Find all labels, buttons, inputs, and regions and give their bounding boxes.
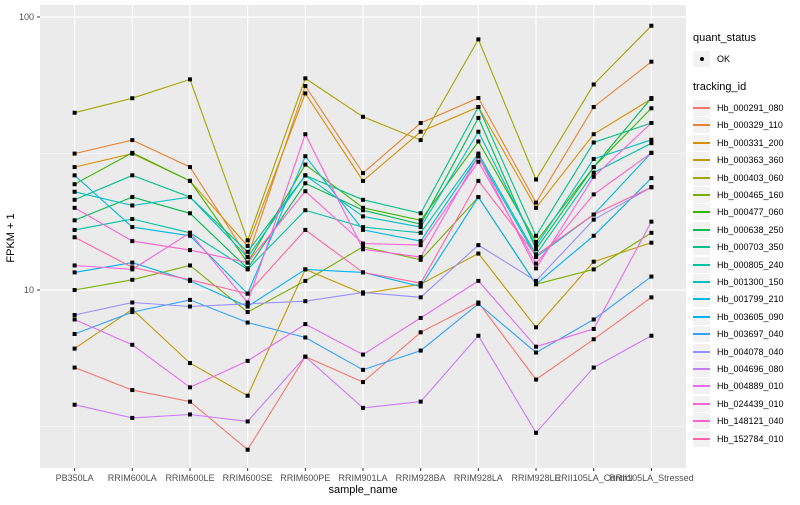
legend-item-label: Hb_004696_080 (717, 363, 784, 374)
legend-item-label: Hb_001300_150 (717, 276, 784, 287)
line-key-icon (693, 378, 710, 395)
legend-item-label: Hb_000363_360 (717, 155, 784, 166)
legend-item-label: Hb_004078_040 (717, 346, 784, 357)
legend-item-label: Hb_000638_250 (717, 224, 784, 235)
line-key-icon (693, 326, 710, 343)
legend-item: Hb_000805_240 (693, 256, 799, 273)
legend-item-label: Hb_000291_080 (717, 103, 784, 114)
line-key-icon (693, 100, 710, 117)
x-tick-label: RRIM928LE (512, 473, 561, 483)
x-tick-label: RRII105LA_Control (555, 473, 633, 483)
point-key-icon (693, 50, 710, 67)
legend-item: Hb_000403_060 (693, 169, 799, 186)
line-key-icon (693, 117, 710, 134)
line-key-icon (693, 239, 710, 256)
legend-item-ok: OK (693, 50, 799, 67)
legend-item-label: Hb_152784_010 (717, 433, 784, 444)
legend-item-label: Hb_000403_060 (717, 172, 784, 183)
legend-tracking-id-title: tracking_id (693, 81, 747, 94)
x-axis-title: sample_name (328, 484, 397, 496)
legend-item-label: OK (717, 53, 731, 64)
x-tick-label: RRII105LA_Stressed (609, 473, 694, 483)
line-key-icon (693, 134, 710, 151)
legend-item: Hb_001799_210 (693, 291, 799, 308)
legend-item-label: Hb_004889_010 (717, 381, 784, 392)
legend-item: Hb_004078_040 (693, 343, 799, 360)
legend-item-label: Hb_148121_040 (717, 416, 784, 427)
legend-item-label: Hb_000465_160 (717, 190, 784, 201)
line-key-icon (693, 291, 710, 308)
legend-item-label: Hb_000703_350 (717, 242, 784, 253)
legend-quant-status-title: quant_status (693, 32, 756, 44)
legend-item: Hb_000363_360 (693, 152, 799, 169)
line-key-icon (693, 413, 710, 430)
y-axis-title: FPKM + 1 (5, 213, 17, 262)
x-tick-label: RRIM600LE (165, 473, 214, 483)
x-tick-label: RRIM600LA (108, 473, 157, 483)
y-tick-label: 10 (24, 285, 34, 295)
legend-item: Hb_000703_350 (693, 239, 799, 256)
x-tick-label: RRIM901LA (338, 473, 387, 483)
line-key-icon (693, 187, 710, 204)
legend-item: Hb_000291_080 (693, 99, 799, 117)
line-key-icon (693, 204, 710, 221)
legend-item: Hb_004696_080 (693, 360, 799, 377)
legend-item-label: Hb_001799_210 (717, 294, 784, 305)
x-tick-label: PB350LA (56, 473, 94, 483)
legend-tracking-id: tracking_id Hb_000291_080 Hb_000329_110 Hb… (693, 81, 799, 447)
line-key-icon (693, 308, 710, 325)
legend-item: Hb_004889_010 (693, 378, 799, 395)
x-tick-label: RRIM928LA (454, 473, 503, 483)
line-key-icon (693, 395, 710, 412)
legend-item-label: Hb_000331_200 (717, 137, 784, 148)
legend-item: Hb_003697_040 (693, 325, 799, 343)
x-tick-label: RRIM928BA (396, 473, 446, 483)
legend-quant-status: quant_status OK (693, 32, 799, 67)
legend-item: Hb_003605_090 (693, 308, 799, 325)
legend-item: Hb_024439_010 (693, 395, 799, 412)
line-key-icon (693, 360, 710, 377)
legend-item-label: Hb_000477_060 (717, 207, 784, 218)
legend-item: Hb_000465_160 (693, 186, 799, 204)
y-tick-label: 100 (19, 12, 34, 22)
legend-item: Hb_000331_200 (693, 134, 799, 151)
x-tick-label: RRIM600PE (280, 473, 330, 483)
legend-item: Hb_000329_110 (693, 117, 799, 134)
x-tick-label: RRIM600SE (223, 473, 273, 483)
legend-item: Hb_000638_250 (693, 221, 799, 238)
legend-item: Hb_001300_150 (693, 273, 799, 290)
legend-item-label: Hb_000805_240 (717, 259, 784, 270)
legend-item: Hb_152784_010 (693, 430, 799, 447)
line-key-icon (693, 221, 710, 238)
line-key-icon (693, 152, 710, 169)
legend-item-label: Hb_003697_040 (717, 329, 784, 340)
legend-item: Hb_000477_060 (693, 204, 799, 221)
legend-item-label: Hb_000329_110 (717, 120, 783, 131)
legend: quant_status OK tracking_id Hb_000291_08… (693, 32, 799, 461)
line-key-icon (693, 430, 710, 447)
legend-item-label: Hb_024439_010 (717, 398, 784, 409)
line-key-icon (693, 256, 710, 273)
legend-item-label: Hb_003605_090 (717, 311, 784, 322)
line-key-icon (693, 169, 710, 186)
legend-item: Hb_148121_040 (693, 412, 799, 430)
line-key-icon (693, 273, 710, 290)
line-key-icon (693, 343, 710, 360)
